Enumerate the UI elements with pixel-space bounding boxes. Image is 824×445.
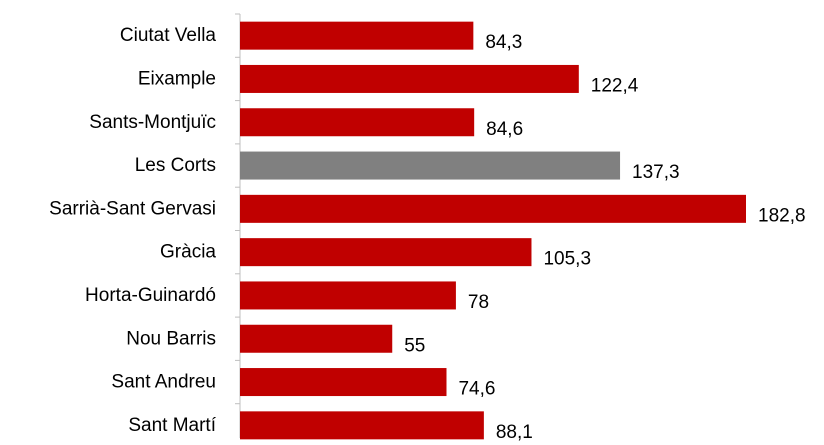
category-label: Sarrià-Sant Gervasi	[49, 198, 216, 219]
category-label: Horta-Guinardó	[85, 285, 216, 306]
value-labels: 84,3 122,4 84,6 137,3 182,8 105,3 78 55 74,6 88,1	[404, 32, 805, 443]
category-label: Sants-Montjuïc	[89, 112, 216, 133]
category-label: Gràcia	[160, 242, 216, 263]
bar	[240, 324, 393, 353]
category-label: Eixample	[138, 68, 216, 89]
bar	[240, 281, 456, 310]
bar	[240, 108, 475, 137]
bar	[240, 194, 746, 223]
bar	[240, 21, 474, 50]
value-label: 84,6	[486, 119, 523, 140]
category-label: Les Corts	[135, 155, 216, 176]
value-label: 105,3	[543, 249, 591, 270]
category-labels: Ciutat Vella Eixample Sants-Montjuïc Les Co…	[49, 25, 217, 436]
category-label: Ciutat Vella	[120, 25, 217, 46]
category-label: Sant Martí	[128, 415, 216, 436]
category-label: Nou Barris	[126, 328, 216, 349]
value-label: 122,4	[591, 75, 639, 96]
bar	[240, 151, 621, 180]
category-label: Sant Andreu	[111, 372, 216, 393]
value-label: 74,6	[458, 379, 495, 400]
bars	[240, 21, 746, 440]
value-label: 88,1	[496, 422, 533, 443]
axis-ticks	[235, 13, 240, 405]
bar	[240, 368, 447, 397]
value-label: 182,8	[758, 205, 806, 226]
value-label: 84,3	[485, 32, 522, 53]
value-label: 78	[468, 292, 489, 313]
bar	[240, 238, 532, 267]
value-label: 137,3	[632, 162, 680, 183]
bar	[240, 64, 579, 93]
value-label: 55	[404, 335, 425, 356]
bar	[240, 411, 484, 440]
